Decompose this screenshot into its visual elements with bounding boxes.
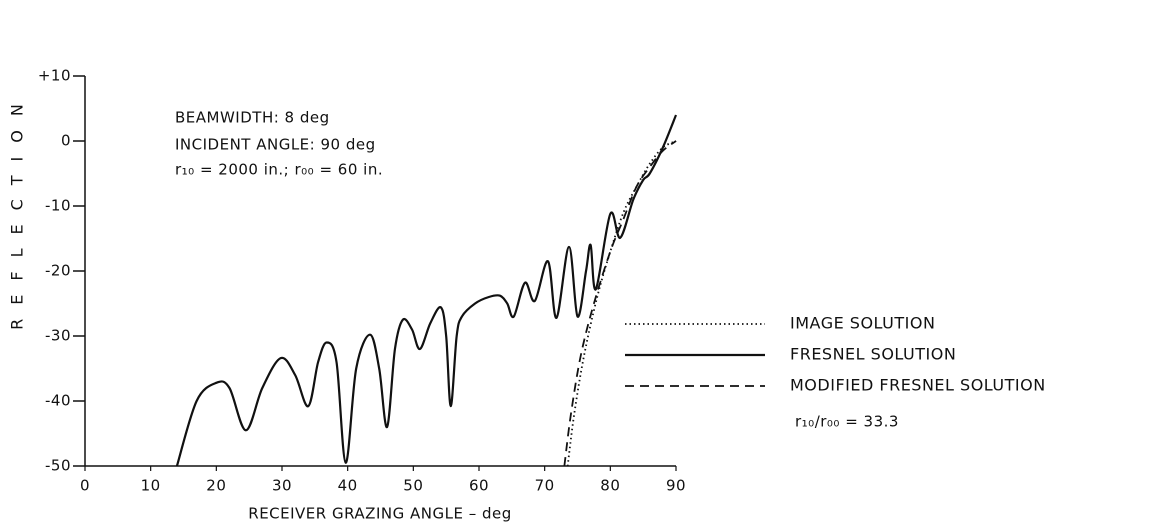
legend-label: MODIFIED FRESNEL SOLUTION [790,376,1046,395]
x-tick-label: 30 [272,477,292,495]
annotation: INCIDENT ANGLE: 90 deg [175,136,376,154]
series-line [566,140,677,467]
annotation: r₁₀/r₀₀ = 33.3 [795,413,899,431]
x-tick-label: 10 [141,477,161,495]
y-tick-label: -30 [45,327,71,345]
y-axis-label: REFLECTION [8,90,27,330]
annotation: BEAMWIDTH: 8 deg [175,109,330,127]
legend-label: IMAGE SOLUTION [790,314,935,333]
y-tick-label: -40 [45,392,71,410]
y-tick-label: -20 [45,262,71,280]
annotation: r₁₀ = 2000 in.; r₀₀ = 60 in. [175,161,383,179]
y-tick-label: +10 [38,67,71,85]
y-tick-label: -10 [45,197,71,215]
x-tick-label: 0 [80,477,90,495]
x-tick-label: 50 [403,477,423,495]
x-tick-label: 70 [535,477,555,495]
x-tick-label: 80 [600,477,620,495]
series-line [563,140,677,467]
y-tick-label: -50 [45,457,71,475]
x-tick-label: 40 [338,477,358,495]
x-tick-label: 20 [206,477,226,495]
x-tick-label: 90 [666,477,686,495]
y-tick-label: 0 [61,132,71,150]
x-axis-label: RECEIVER GRAZING ANGLE – deg [248,505,511,523]
legend-label: FRESNEL SOLUTION [790,345,956,364]
x-tick-label: 60 [469,477,489,495]
series-line [175,114,678,467]
